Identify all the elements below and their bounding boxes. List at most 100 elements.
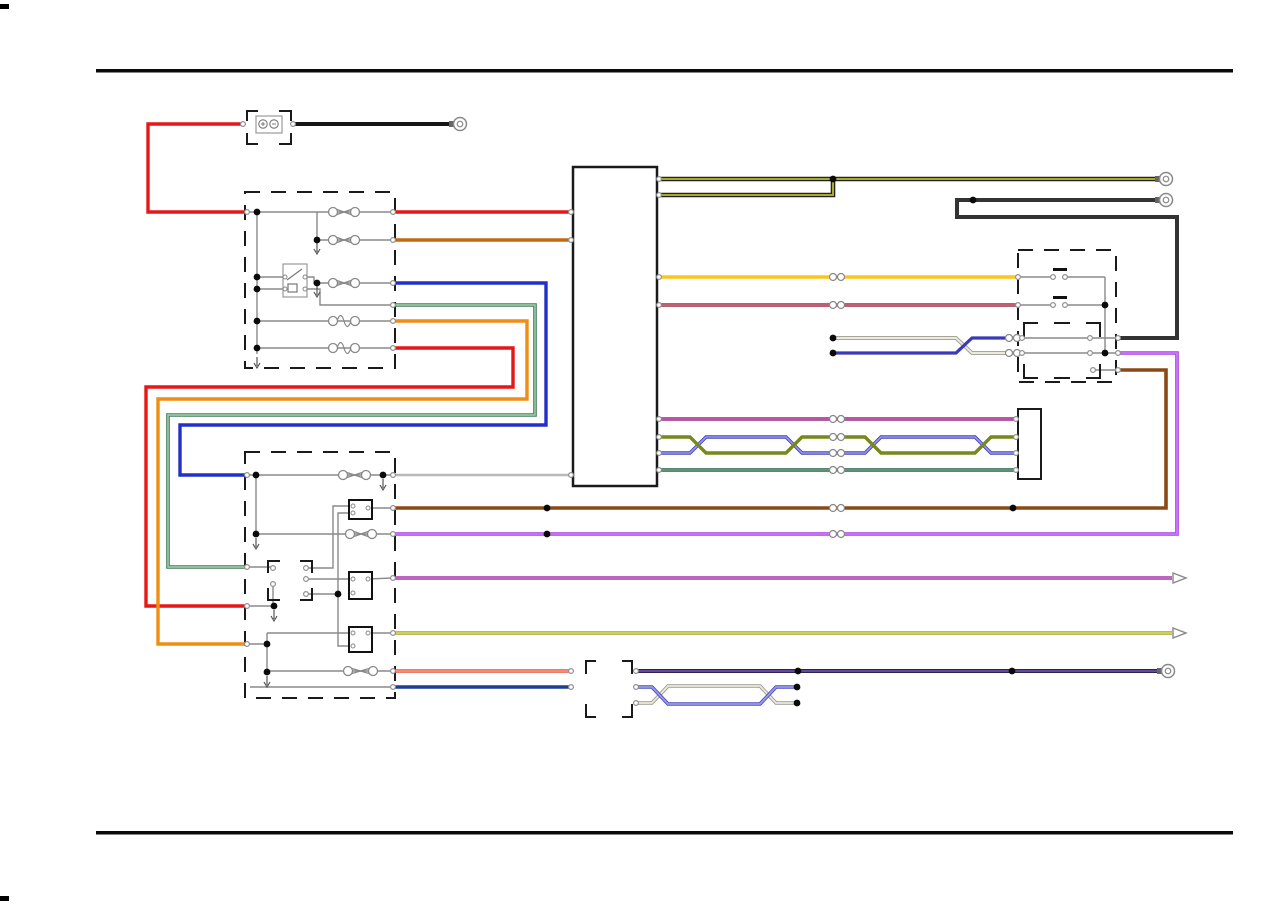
wire-shield-white-upper — [833, 336, 1013, 355]
junction-dot — [829, 334, 837, 342]
battery-icon — [255, 115, 283, 134]
control-unit — [571, 165, 659, 488]
wire-can-low-blueviolet — [659, 435, 1016, 455]
terminal-pin — [1049, 302, 1056, 309]
wire-red-loop — [144, 346, 515, 608]
junction-dot — [253, 344, 261, 352]
terminal-pin — [390, 629, 397, 636]
junction-dot — [313, 236, 321, 244]
wire-shield-blue-upper — [833, 336, 1013, 355]
terminal-pin — [390, 472, 397, 479]
terminal-pin — [390, 505, 397, 512]
ring-terminal-icon — [449, 116, 468, 132]
terminal-pin — [244, 472, 251, 479]
crop-mark — [0, 4, 9, 9]
junction-dot — [793, 683, 801, 691]
terminal-pin — [655, 176, 662, 183]
terminal-pin — [1061, 274, 1068, 281]
junction-dot — [263, 668, 271, 676]
fusible-link-icon — [342, 665, 379, 677]
wire-core-shield-white-lower — [636, 685, 795, 704]
connector-bracket — [622, 704, 633, 718]
connector-bracket — [300, 588, 313, 601]
junction-dot — [263, 640, 271, 648]
junction-dot — [1008, 667, 1016, 675]
terminal-pin — [244, 209, 251, 216]
connector-bracket — [267, 588, 280, 601]
terminal-pin — [244, 640, 251, 647]
junction-dot — [794, 667, 802, 675]
terminal-pin — [303, 575, 310, 582]
wire-brown-link — [395, 368, 1168, 510]
right-component-box — [1017, 249, 1117, 383]
wire-core-shield-blue-lower — [636, 686, 795, 705]
wire-can-high-olivegreen — [659, 435, 1016, 455]
terminal-pin — [1018, 335, 1025, 342]
terminal-pin — [655, 467, 662, 474]
junction-dot — [969, 196, 977, 204]
terminal-pin — [244, 602, 251, 609]
ring-terminal-icon — [1155, 192, 1174, 208]
relay-pin — [350, 503, 356, 509]
junction-dot — [253, 285, 261, 293]
terminal-pin — [1114, 367, 1121, 374]
junction-dot — [253, 273, 261, 281]
ground-arrow-icon — [252, 538, 260, 551]
inline-connector-icon — [828, 503, 846, 513]
inline-connector-icon — [828, 414, 846, 424]
relay-box — [348, 571, 373, 600]
terminal-pin — [567, 209, 574, 216]
wire-core-violet-link — [395, 352, 1178, 535]
filter-element-bar — [1053, 296, 1067, 299]
terminal-pin — [1012, 434, 1019, 441]
inline-connector-icon — [828, 272, 846, 282]
terminal-pin — [655, 416, 662, 423]
connector-bracket — [1086, 322, 1101, 337]
filter-element-bar — [1053, 268, 1067, 271]
relay-pin — [302, 274, 308, 280]
terminal-pin — [303, 590, 310, 597]
wire-black-ground-right — [955, 198, 1179, 340]
terminal-pin — [390, 345, 397, 352]
internal-wire — [305, 288, 393, 306]
inline-connector-icon — [828, 300, 846, 310]
terminal-pin — [390, 683, 397, 690]
junction-dot — [253, 208, 261, 216]
inline-connector-icon — [1004, 348, 1022, 358]
inline-connector-icon — [828, 465, 846, 475]
terminal-pin — [1012, 416, 1019, 423]
terminal-pin — [567, 667, 574, 674]
fuse-icon — [327, 341, 361, 355]
right-end-connector — [1017, 408, 1042, 480]
fusible-link-icon — [344, 528, 378, 540]
connector-bracket — [585, 704, 596, 718]
junction-dot — [829, 175, 837, 183]
terminal-pin — [567, 683, 574, 690]
wire-core-shield-white-upper — [833, 337, 1013, 354]
fusible-link-icon — [327, 206, 361, 218]
ground-arrow-icon — [263, 676, 271, 689]
junction-dot — [543, 504, 551, 512]
terminal-pin — [632, 699, 639, 706]
junction-dot — [379, 471, 387, 479]
terminal-pin — [1114, 335, 1121, 342]
terminal-pin — [1114, 350, 1121, 357]
junction-dot — [252, 530, 260, 538]
relay-pin — [282, 274, 288, 280]
header-rule — [96, 69, 1233, 73]
terminal-pin — [390, 209, 397, 216]
terminal-pin — [240, 120, 247, 127]
terminal-pin — [1049, 274, 1056, 281]
terminal-pin — [655, 450, 662, 457]
fusible-link-icon — [337, 469, 372, 481]
terminal-pin — [270, 580, 277, 587]
terminal-pin — [1086, 335, 1093, 342]
connector-bracket — [1023, 364, 1038, 379]
connector-bracket — [1023, 322, 1038, 337]
terminal-pin — [632, 667, 639, 674]
terminal-pin — [303, 564, 310, 571]
relay-pin — [302, 286, 308, 292]
junction-dot — [270, 602, 278, 610]
